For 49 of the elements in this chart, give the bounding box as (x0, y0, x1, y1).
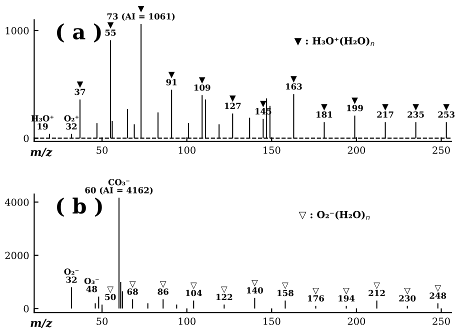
x-axis-title: m/z (30, 148, 52, 158)
annotation: ▽ 50 (105, 286, 116, 300)
x-axis-title: m/z (30, 318, 52, 328)
annotation: ▽ 248 (430, 285, 446, 299)
x-tick-label: 200 (348, 318, 366, 325)
annotation: O₃⁻ 48 (84, 278, 99, 292)
annotation: ▼ 217 (377, 104, 394, 118)
y-tick-label: 4000 (4, 198, 29, 206)
x-tick-label: 250 (432, 146, 450, 154)
annotation: ▽ 158 (278, 282, 294, 296)
x-tick-label: 100 (178, 146, 196, 154)
x-tick-label: 100 (178, 318, 196, 325)
annotation: ▽ : O₂⁻(H₂O)$_{n}$ (298, 210, 370, 220)
annotation: ▼ : H₃O⁺(H₂O)$_{n}$ (294, 36, 374, 46)
annotation: ▽ 122 (216, 286, 232, 300)
annotation: O₂⁺ 32 (64, 115, 79, 130)
x-tick-label: 150 (264, 146, 280, 154)
annotation: ▽ 194 (338, 288, 355, 302)
annotation: ▽ 86 (158, 281, 168, 295)
x-tick-label: 50 (96, 318, 108, 325)
chart-title: ( a ) (57, 23, 101, 42)
y-tick-label: 1000 (6, 26, 29, 34)
annotation: ▼ 109 (194, 77, 210, 91)
x-tick-label: 200 (348, 146, 366, 154)
annotation: ▼ 73 (AI = 1061) (107, 6, 175, 21)
annotation: ▽ 230 (399, 288, 416, 302)
x-tick-label: 50 (96, 146, 108, 154)
annotation: O₂⁻ 32 (64, 268, 79, 283)
annotation: CO₃⁻ 60 (AI = 4162) (85, 179, 153, 195)
x-tick-label: 250 (432, 318, 450, 325)
annotation: ▼ 253 (438, 104, 455, 118)
annotation: ▽ 68 (127, 281, 138, 295)
annotation: ▽ 104 (186, 282, 202, 296)
annotation: ▽ 176 (308, 288, 324, 302)
y-tick-label: 0 (24, 305, 29, 312)
annotation: ▼ 37 (74, 82, 86, 96)
annotation: ▼ 163 (286, 76, 302, 90)
y-tick-label: 0 (24, 134, 29, 142)
annotation: ▼ 235 (408, 104, 424, 118)
annotation: ▼ 181 (316, 104, 332, 118)
annotation: ▼ 199 (347, 98, 363, 112)
annotation: ▼ 55 (105, 22, 116, 36)
y-tick-label: 2000 (5, 252, 29, 260)
annotation: ▼ 127 (224, 96, 241, 109)
chart-title: ( b ) (57, 198, 102, 217)
annotation: ▽ 212 (368, 282, 385, 296)
annotation: ▼ 91 (166, 72, 177, 86)
x-tick-label: 150 (264, 318, 280, 325)
annotation: ▽ 140 (247, 280, 263, 294)
